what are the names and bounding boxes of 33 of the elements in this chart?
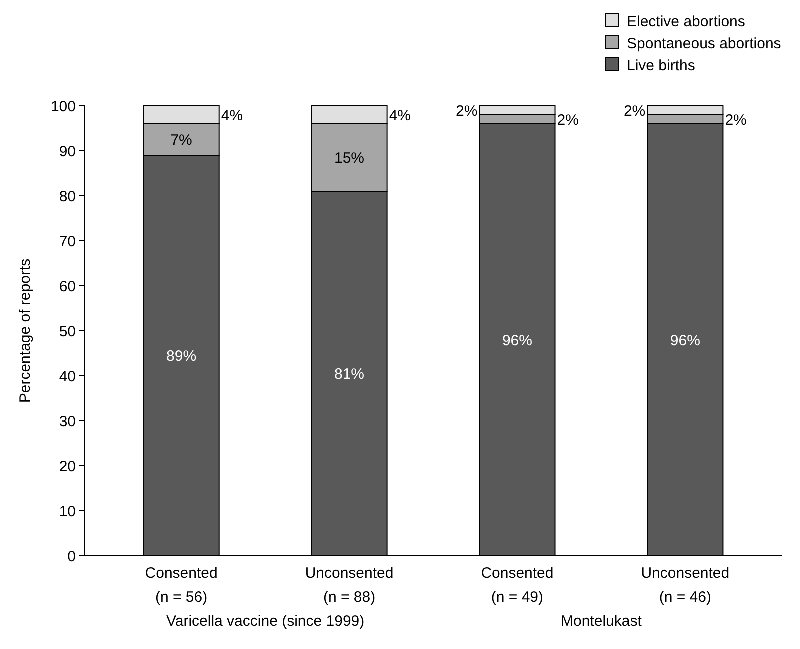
x-tick-label: Unconsented (n = 88) bbox=[305, 565, 394, 606]
y-tick-label: 100 bbox=[50, 98, 76, 116]
legend-label: Elective abortions bbox=[627, 13, 746, 30]
x-tick-label: Consented (n = 49) bbox=[481, 565, 554, 606]
y-tick-label: 20 bbox=[59, 458, 76, 476]
data-label: 96% bbox=[502, 332, 532, 350]
y-tick-label: 0 bbox=[68, 548, 76, 566]
data-label: 4% bbox=[221, 107, 244, 124]
y-tick-label: 10 bbox=[59, 503, 76, 520]
y-tick-label: 30 bbox=[59, 413, 76, 430]
data-label: 2% bbox=[557, 112, 579, 129]
data-label: 2% bbox=[725, 112, 747, 129]
data-label: 89% bbox=[166, 348, 197, 365]
y-axis-title: Percentage of reports bbox=[17, 258, 34, 404]
y-tick-label: 50 bbox=[59, 323, 76, 340]
x-tick-label: Consented (n = 56) bbox=[145, 565, 218, 606]
text: Varicella vaccine (since 1999) bbox=[166, 613, 365, 630]
y-tick-label: 70 bbox=[59, 233, 76, 250]
y-tick-label: 90 bbox=[59, 143, 76, 160]
x-tick-label: Unconsented (n = 46) bbox=[641, 565, 730, 606]
legend-label: Live births bbox=[627, 57, 696, 74]
data-label: 15% bbox=[334, 150, 365, 167]
y-tick-label: 40 bbox=[59, 368, 76, 386]
y-tick-label: 60 bbox=[59, 278, 76, 296]
data-label: 4% bbox=[389, 107, 411, 124]
data-label: 2% bbox=[456, 102, 478, 120]
data-label: 7% bbox=[170, 132, 192, 149]
y-tick-label: 80 bbox=[59, 188, 76, 206]
data-label: 96% bbox=[670, 332, 700, 350]
data-label: 2% bbox=[624, 102, 646, 120]
text: Montelukast bbox=[561, 613, 643, 630]
legend-label: Spontaneous abortions bbox=[627, 35, 782, 52]
data-label: 81% bbox=[334, 366, 365, 383]
